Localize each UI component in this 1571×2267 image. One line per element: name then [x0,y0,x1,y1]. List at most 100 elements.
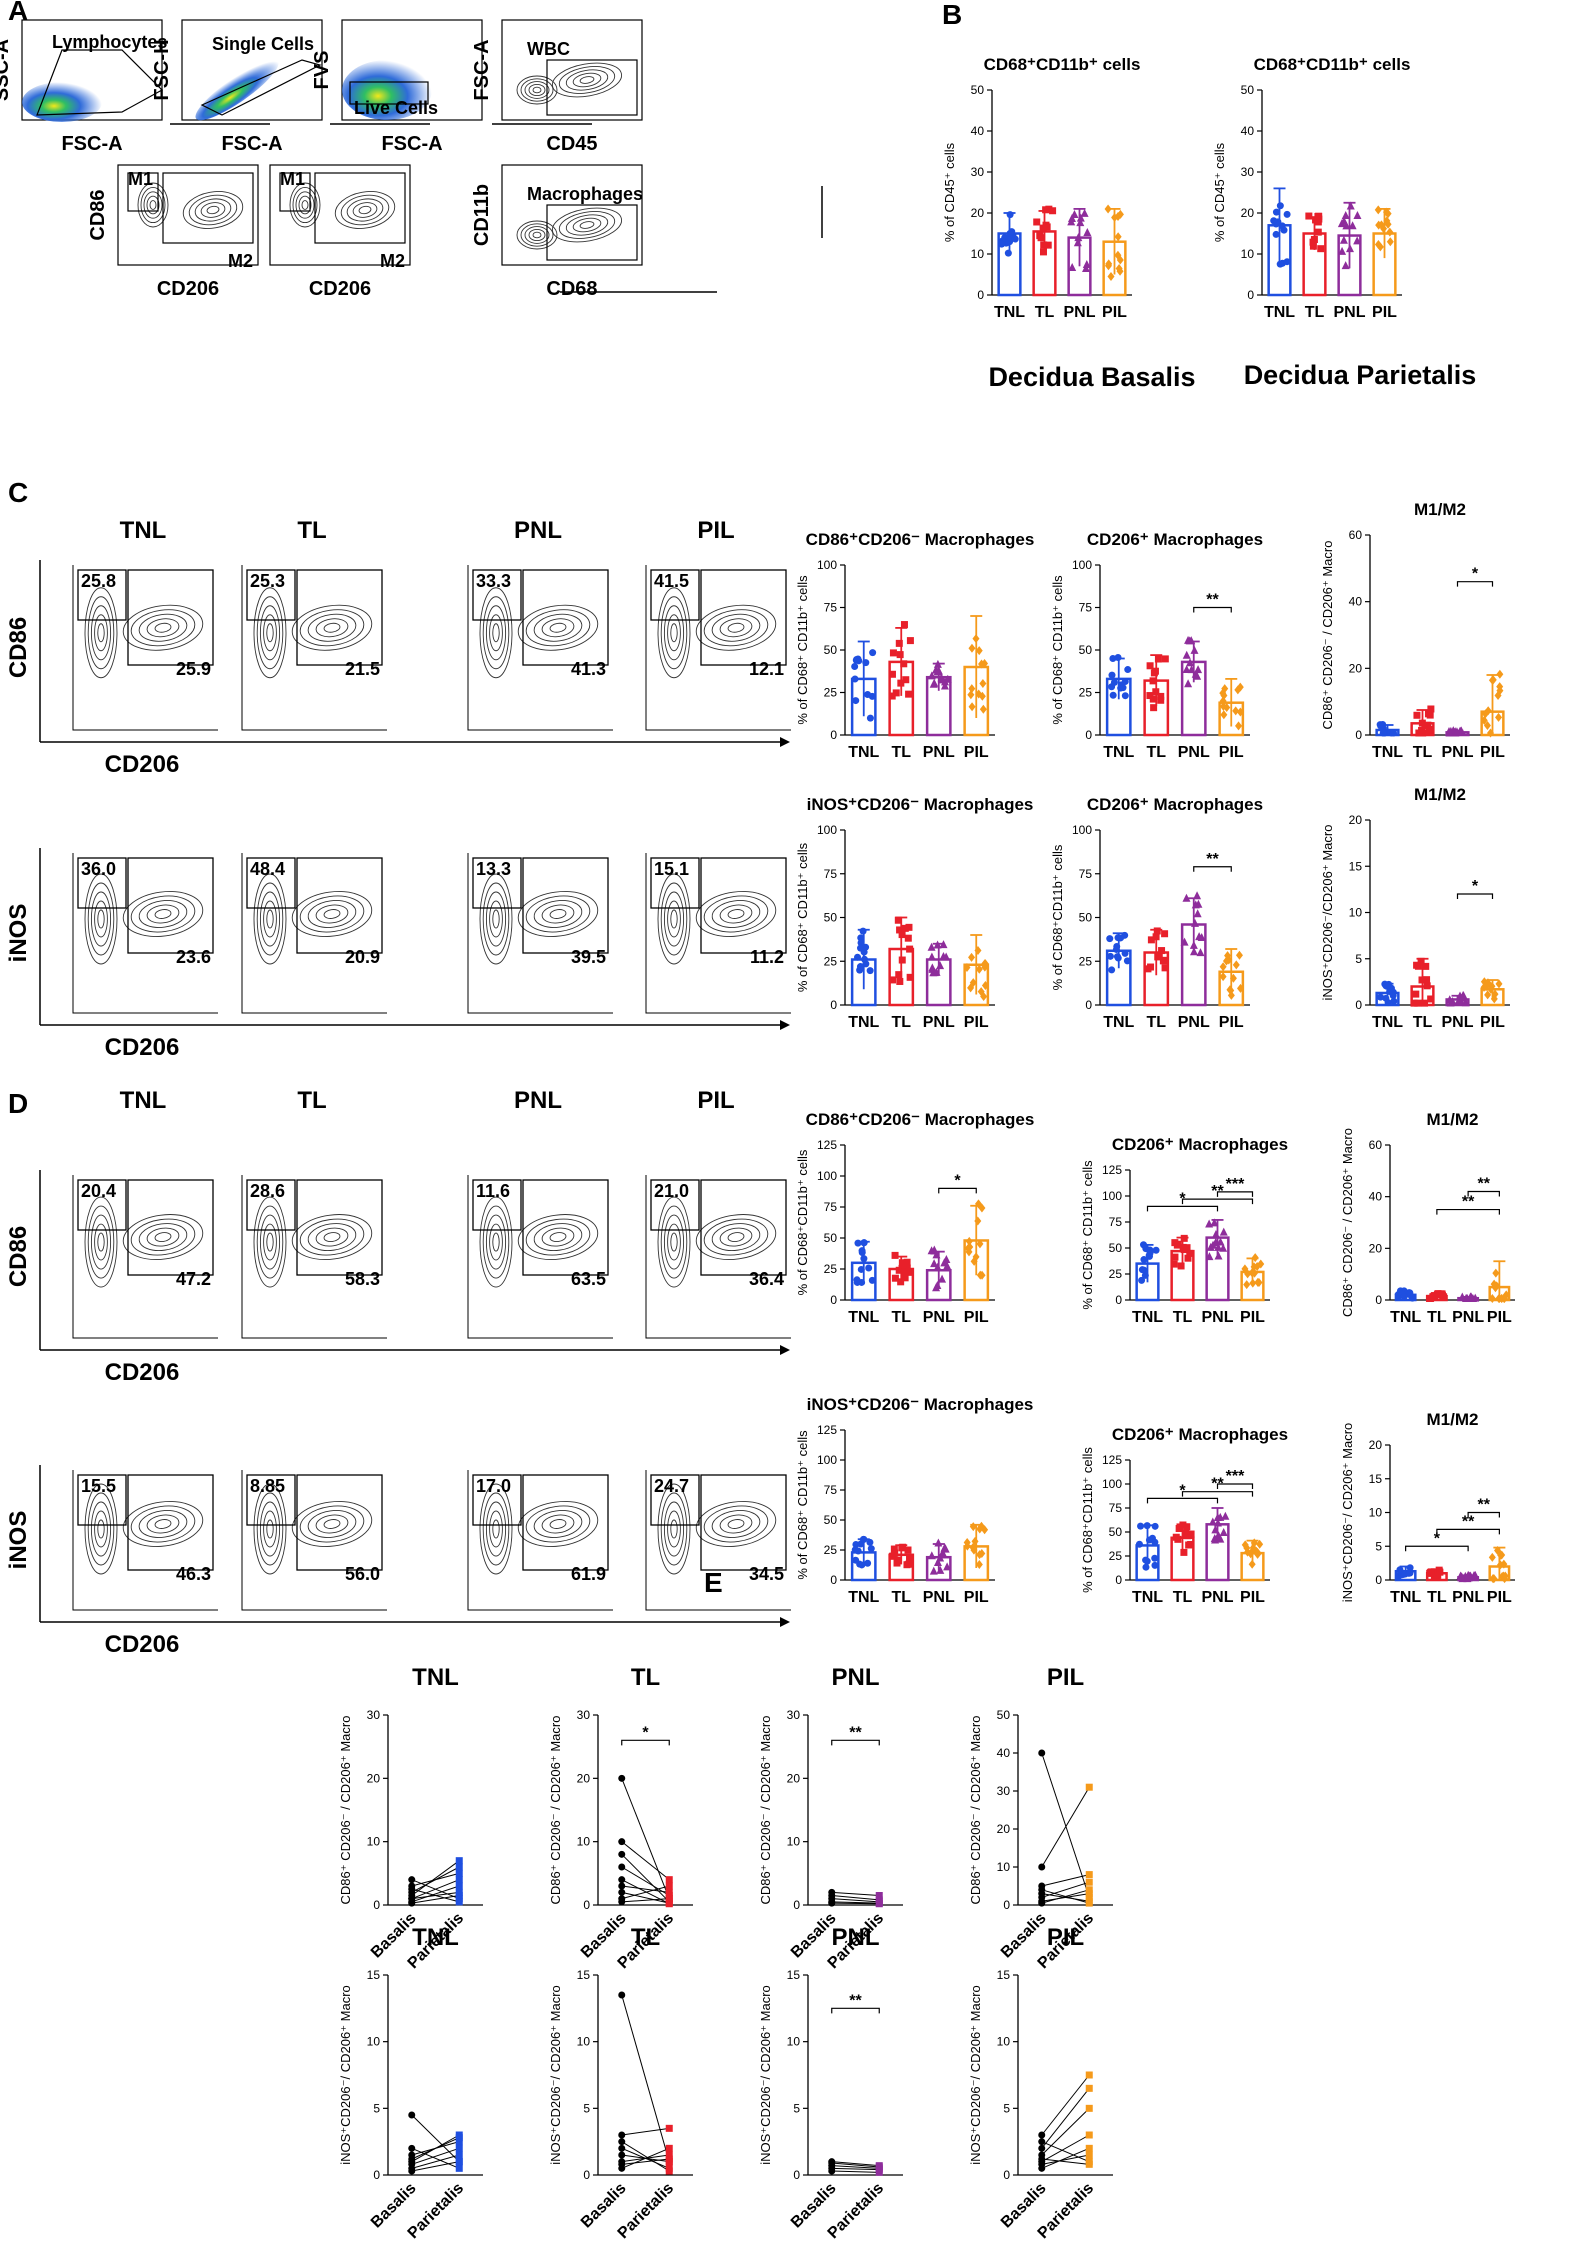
data-point [1384,999,1392,1007]
contour-line [719,1514,753,1534]
data-point [1445,727,1454,736]
contour-line [154,622,172,633]
contour-line [200,202,226,218]
data-point [853,1276,861,1284]
contour-line [517,1501,599,1547]
y-tick-label: 50 [824,643,838,657]
gating-plot: FSC-A FVS Live Cells [311,19,483,155]
data-point [1497,1550,1505,1560]
contour-line [517,891,599,937]
y-axis-label: % of CD68⁺ CD11b⁺ cells [1050,575,1065,725]
gate-m2 [522,857,609,954]
data-point [1211,1525,1220,1534]
chart-title: TNL [412,1924,459,1951]
chart-title: CD206⁺ Macrophages [1112,1135,1288,1154]
contour-line [533,1223,583,1251]
x-category-label: PIL [964,744,989,761]
chart-d5: CD206⁺ Macrophages 0 25 50 75 100 125 % of CD68… [1080,1425,1288,1606]
data-point [1412,990,1420,998]
contour-line [358,205,372,215]
data-point [1471,1570,1480,1579]
data-point [1423,976,1431,984]
x-category-label: PNL [923,1309,955,1326]
data-point [1124,666,1132,674]
data-point [665,1882,673,1890]
flow-contour-plot: 21.0 36.4 PIL [645,1087,791,1339]
data-point [1085,1890,1093,1898]
data-point [1040,241,1048,249]
data-point [875,2163,883,2171]
data-point [1179,1521,1187,1529]
contour-line [291,1214,373,1260]
y-tick-label: 0 [793,2168,800,2182]
flow-contour-plot: 28.6 58.3 TL [241,1087,387,1339]
chart-c1: CD86⁺CD206⁻ Macrophages 0 25 50 75 100 % of CD… [795,530,1034,761]
significance-bracket [1436,1208,1500,1215]
data-point [618,1876,626,1884]
y-axis-label: % of CD68⁺CD11b⁺ cells [1050,844,1065,990]
plot-axes [72,565,218,731]
data-point [1421,999,1429,1007]
y-tick-label: 25 [1109,1549,1123,1563]
contour-line [346,198,384,222]
contour-line [516,75,558,105]
chart-title: M1/M2 [1427,1410,1479,1429]
data-point [1427,705,1435,713]
data-point [1184,679,1193,688]
pair-line [1041,2158,1090,2165]
y-tick-label: 0 [1375,1293,1382,1307]
gate-m2 [127,857,214,954]
data-point [933,1557,942,1566]
contour-line [263,900,277,938]
flow-row: 36.0 23.6 48.4 20.9 13.3 39.5 15.1 11.2 iNOS CD20… [5,848,791,1061]
chart-title: CD206⁺ Macrophages [1112,1425,1288,1444]
pair-line [1041,2141,1090,2163]
contour-line [524,226,550,244]
data-point [891,1274,899,1282]
contour-line [565,69,609,91]
y-axis-label: % of CD68⁺ CD11b⁺ cells [1080,1160,1095,1310]
data-point [967,983,975,993]
y-tick-label: 10 [1349,906,1363,920]
m2-percentage: 58.3 [345,1269,380,1289]
x-category-label: TL [1413,744,1433,761]
gating-plot: CD45 FSC-A WBC [471,19,643,155]
gate-m1 [472,857,522,909]
data-point [1121,931,1129,939]
data-point [889,649,897,657]
contour-line [138,900,188,928]
m1-percentage: 13.3 [476,859,511,879]
data-point [1492,1268,1500,1278]
y-tick-label: 25 [1079,686,1093,700]
pair-line [831,1901,880,1904]
x-category-label: PNL [1442,744,1474,761]
data-point [1068,263,1077,272]
data-point [1121,677,1129,685]
x-category-label: PNL [923,1014,955,1031]
gate [36,49,163,116]
group-header: PIL [697,1087,734,1114]
y-tick-label: 10 [1369,1506,1383,1520]
contour-line [256,1205,284,1279]
contour-line [520,78,554,102]
contour-line [259,1501,281,1557]
data-point [1243,1280,1251,1290]
x-category-label: TL [891,1309,911,1326]
gate-label: Macrophages [527,184,643,204]
contour-line [291,604,373,651]
data-point [1182,650,1191,659]
y-axis-label: iNOS⁺CD206⁻/ CD206⁺ Macro [758,1985,773,2165]
data-point [618,2131,626,2139]
contour-line [315,618,349,638]
contour-line [558,211,616,239]
m1-percentage: 20.4 [81,1181,116,1201]
contour-line [549,622,567,633]
y-axis-label: % of CD68⁺ CD11b⁺ cells [795,842,810,992]
axis-arrowhead [780,1617,790,1627]
chart-title: CD206⁺ Macrophages [1087,530,1263,549]
gate-m1 [246,569,296,621]
m1-percentage: 48.4 [250,859,285,879]
data-point [1276,202,1284,210]
